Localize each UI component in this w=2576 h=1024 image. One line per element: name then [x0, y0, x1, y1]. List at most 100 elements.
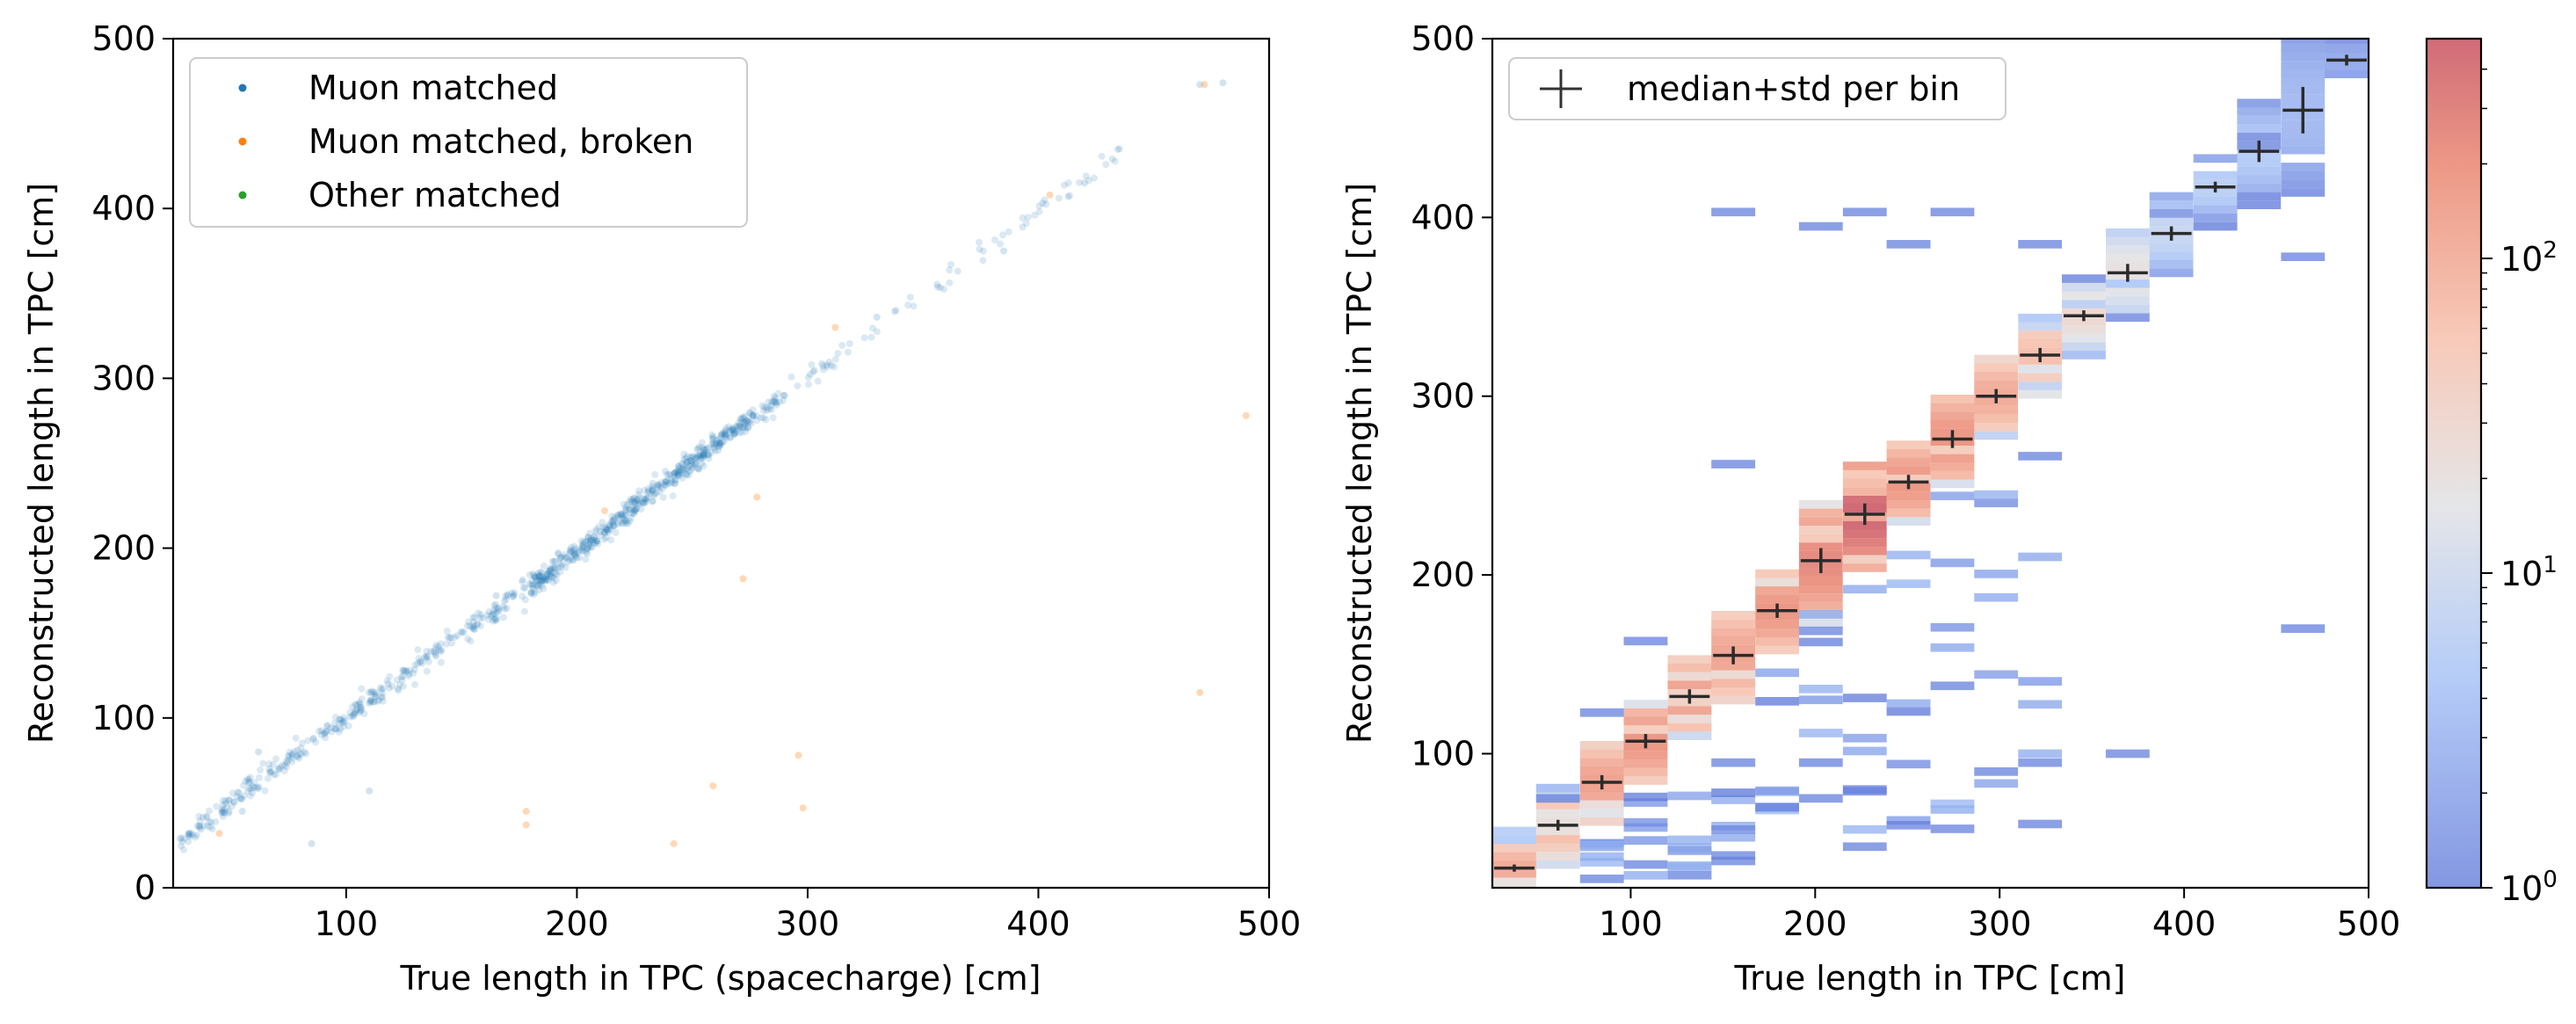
- scatter-point-muon-matched: [683, 465, 691, 473]
- scatter-point-muon-matched: [288, 754, 296, 762]
- histogram-cell: [1711, 207, 1756, 217]
- scatter-point-muon-matched: [539, 576, 547, 584]
- histogram-cell: [1974, 423, 2019, 432]
- scatter-point-muon-matched: [399, 672, 407, 680]
- scatter-point-muon-matched: [235, 788, 243, 796]
- scatter-point-muon-matched: [809, 367, 817, 375]
- scatter-x-tick-label: 500: [1237, 904, 1302, 943]
- histogram-cell: [1930, 491, 1975, 501]
- scatter-point-muon-matched: [628, 496, 636, 504]
- scatter-point-muon-matched: [749, 412, 757, 420]
- scatter-point-muon-matched: [696, 452, 704, 460]
- scatter-point-muon-matched: [526, 571, 533, 579]
- scatter-point-muon-matched: [750, 412, 758, 420]
- scatter-point-muon-matched: [642, 495, 650, 503]
- scatter-point-muon-matched: [470, 622, 478, 630]
- histogram-cell: [1842, 842, 1887, 852]
- histogram-cell: [2106, 296, 2150, 305]
- scatter-point-muon-matched: [185, 830, 193, 838]
- scatter-point-muon-matched: [679, 468, 687, 476]
- histogram-cell: [1930, 799, 1975, 809]
- scatter-point-muon-matched: [599, 528, 607, 536]
- scatter-point-muon-matched: [586, 539, 594, 547]
- scatter-point-muon-matched: [288, 758, 296, 766]
- scatter-point-muon-matched: [686, 454, 694, 461]
- scatter-point-muon-matched: [678, 460, 686, 468]
- scatter-point-muon-matched: [1022, 220, 1030, 227]
- scatter-point-muon-matched: [718, 438, 726, 446]
- scatter-point-muon-matched: [570, 550, 578, 558]
- scatter-point-muon-matched: [490, 609, 498, 617]
- scatter-point-muon-matched: [423, 647, 431, 655]
- histogram-cell: [1886, 440, 1931, 449]
- histogram-cell: [1974, 670, 2019, 679]
- scatter-point-muon-matched: [745, 409, 753, 417]
- scatter-point-muon-matched: [710, 443, 718, 450]
- scatter-point-muon-matched: [696, 451, 704, 459]
- scatter-point-muon-matched: [340, 723, 347, 730]
- scatter-point-muon-matched: [631, 498, 639, 506]
- histogram-cell: [1842, 555, 1887, 564]
- scatter-point-muon-matched: [662, 482, 670, 489]
- scatter-point-muon-broken: [670, 839, 678, 847]
- scatter-point-muon-matched: [684, 458, 692, 466]
- scatter-point-muon-matched: [536, 572, 544, 580]
- legend-label-median-std: median+std per bin: [1627, 69, 1960, 108]
- scatter-point-muon-matched: [627, 514, 635, 522]
- scatter-point-muon-matched: [234, 788, 242, 796]
- scatter-point-muon-matched: [753, 417, 760, 425]
- histogram-y-tick-label: 200: [1411, 556, 1475, 594]
- histogram-x-tick-label: 500: [2337, 904, 2401, 943]
- scatter-point-muon-matched: [500, 598, 508, 605]
- scatter-point-muon-matched: [219, 801, 227, 809]
- scatter-point-muon-matched: [469, 623, 477, 631]
- scatter-point-muon-matched: [547, 564, 555, 571]
- scatter-point-muon-matched: [648, 486, 656, 494]
- scatter-point-muon-matched: [411, 661, 419, 669]
- scatter-point-muon-matched: [321, 730, 329, 737]
- scatter-point-muon-matched: [740, 419, 748, 427]
- scatter-point-muon-matched: [253, 783, 261, 791]
- scatter-point-muon-matched: [649, 485, 657, 492]
- scatter-point-muon-matched: [417, 657, 424, 665]
- scatter-point-muon-matched: [904, 301, 912, 309]
- scatter-point-muon-matched: [647, 490, 655, 497]
- scatter-point-muon-matched: [405, 670, 413, 678]
- scatter-point-muon-matched: [1042, 200, 1050, 208]
- histogram-cell: [1974, 498, 2019, 508]
- scatter-point-muon-matched: [824, 363, 831, 371]
- scatter-point-muon-matched: [746, 418, 754, 425]
- scatter-point-muon-matched: [845, 340, 853, 347]
- scatter-point-muon-matched: [641, 496, 649, 504]
- scatter-point-muon-matched: [490, 610, 497, 618]
- scatter-point-muon-matched: [196, 824, 204, 832]
- histogram-x-tick-label: 400: [2152, 904, 2217, 943]
- scatter-point-muon-matched: [740, 423, 748, 431]
- scatter-point-muon-matched: [509, 593, 517, 601]
- histogram-cell: [2018, 381, 2063, 390]
- histogram-cell: [1842, 487, 1887, 496]
- scatter-point-muon-matched: [378, 693, 386, 701]
- histogram-cell: [1755, 637, 1799, 646]
- scatter-point-muon-matched: [619, 510, 627, 518]
- scatter-point-muon-matched: [747, 419, 755, 427]
- histogram-cell: [2281, 145, 2326, 155]
- scatter-point-muon-matched: [519, 584, 527, 592]
- scatter-point-muon-matched: [776, 398, 783, 406]
- scatter-point-muon-matched: [806, 370, 814, 378]
- scatter-point-muon-matched: [442, 640, 450, 648]
- histogram-cell: [2018, 330, 2063, 339]
- scatter-point-muon-matched: [602, 526, 610, 534]
- scatter-chart: 100 200 300 400 500 0 100 200 300 400 500 True le…: [22, 19, 1301, 998]
- scatter-point-muon-matched: [686, 457, 694, 465]
- scatter-point-muon-matched: [255, 783, 263, 791]
- scatter-point-muon-matched: [367, 697, 375, 704]
- scatter-point-muon-matched: [600, 535, 608, 543]
- histogram-cell: [1886, 457, 1931, 467]
- scatter-point-muon-matched: [541, 577, 548, 585]
- scatter-point-muon-matched: [730, 430, 738, 437]
- scatter-point-muon-matched: [709, 432, 717, 440]
- scatter-point-muon-matched: [330, 724, 338, 732]
- histogram-cell: [1667, 715, 1712, 723]
- scatter-point-muon-matched: [544, 570, 551, 578]
